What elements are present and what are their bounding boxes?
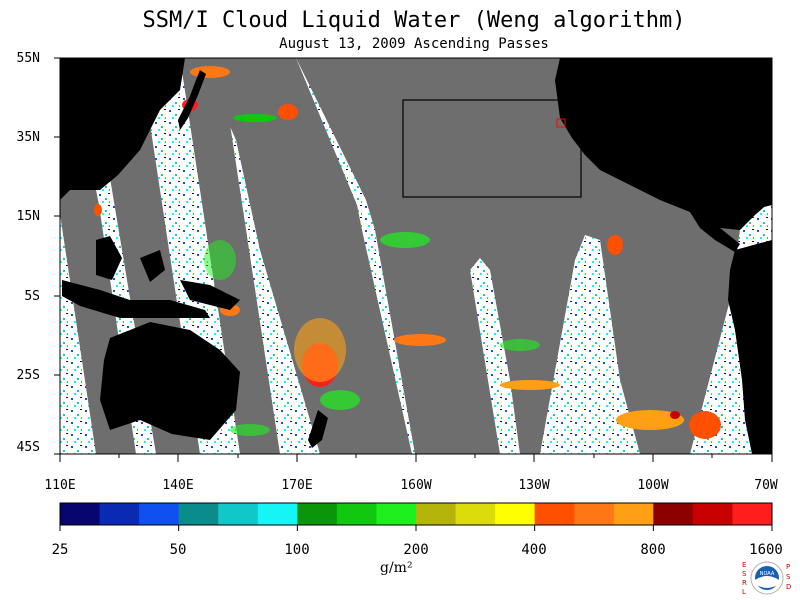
lat-label: 35N [16,130,40,145]
map-title: SSM/I Cloud Liquid Water (Weng algorithm… [142,8,686,33]
colorbar-swatch [732,503,773,525]
colorbar-swatch [692,503,733,525]
map-subtitle: August 13, 2009 Ascending Passes [279,36,549,52]
colorbar [59,502,773,531]
colorbar-swatch [336,503,377,525]
lat-label: 15N [16,209,40,224]
colorbar-swatch [455,503,496,525]
colorbar-label: 200 [403,542,429,558]
logo-letter: S [742,570,747,578]
lon-label: 140E [162,478,194,493]
colorbar-swatch [218,503,259,525]
colorbar-swatch [495,503,536,525]
colorbar-swatch [139,503,180,525]
colorbar-label: 100 [284,542,310,558]
lat-label: 55N [16,51,40,66]
study-region-box [402,99,582,198]
colorbar-label: 800 [640,542,666,558]
lat-label: 25S [16,368,40,383]
colorbar-label: 50 [169,542,187,558]
colorbar-label: 400 [521,542,547,558]
land [60,58,772,454]
colorbar-label: 25 [51,542,69,558]
logo-letter: P [786,563,790,571]
colorbar-swatch [99,503,140,525]
lon-label: 160W [400,478,432,493]
lon-label: 70W [754,478,778,493]
colorbar-swatch [534,503,575,525]
logo-text: NOAA [760,571,775,577]
colorbar-swatch [653,503,694,525]
logo-letter: E [742,561,746,569]
lat-label: 5S [24,289,40,304]
logo-letter: D [786,583,791,591]
colorbar-swatch [297,503,338,525]
colorbar-units: g/m² [380,560,413,576]
lon-label: 110E [44,478,76,493]
logo-letter: R [742,579,747,587]
colorbar-label: 1600 [749,542,783,558]
colorbar-swatch [376,503,417,525]
logo-letter: L [742,588,746,596]
colorbar-swatch [416,503,457,525]
location-marker [556,118,566,128]
axis-ticks [54,57,773,462]
colorbar-swatch [613,503,654,525]
colorbar-swatch [178,503,219,525]
lat-label: 45S [16,440,40,455]
cloud-patches [94,66,721,439]
colorbar-swatch [60,503,101,525]
logo-letter: S [786,573,791,581]
noaa-logo: NOAA E S R L P S D [742,561,791,596]
map-plot [60,58,772,454]
colorbar-swatch [257,503,298,525]
lon-label: 170E [281,478,313,493]
colorbar-swatch [574,503,615,525]
lon-label: 100W [637,478,669,493]
lon-label: 130W [518,478,550,493]
